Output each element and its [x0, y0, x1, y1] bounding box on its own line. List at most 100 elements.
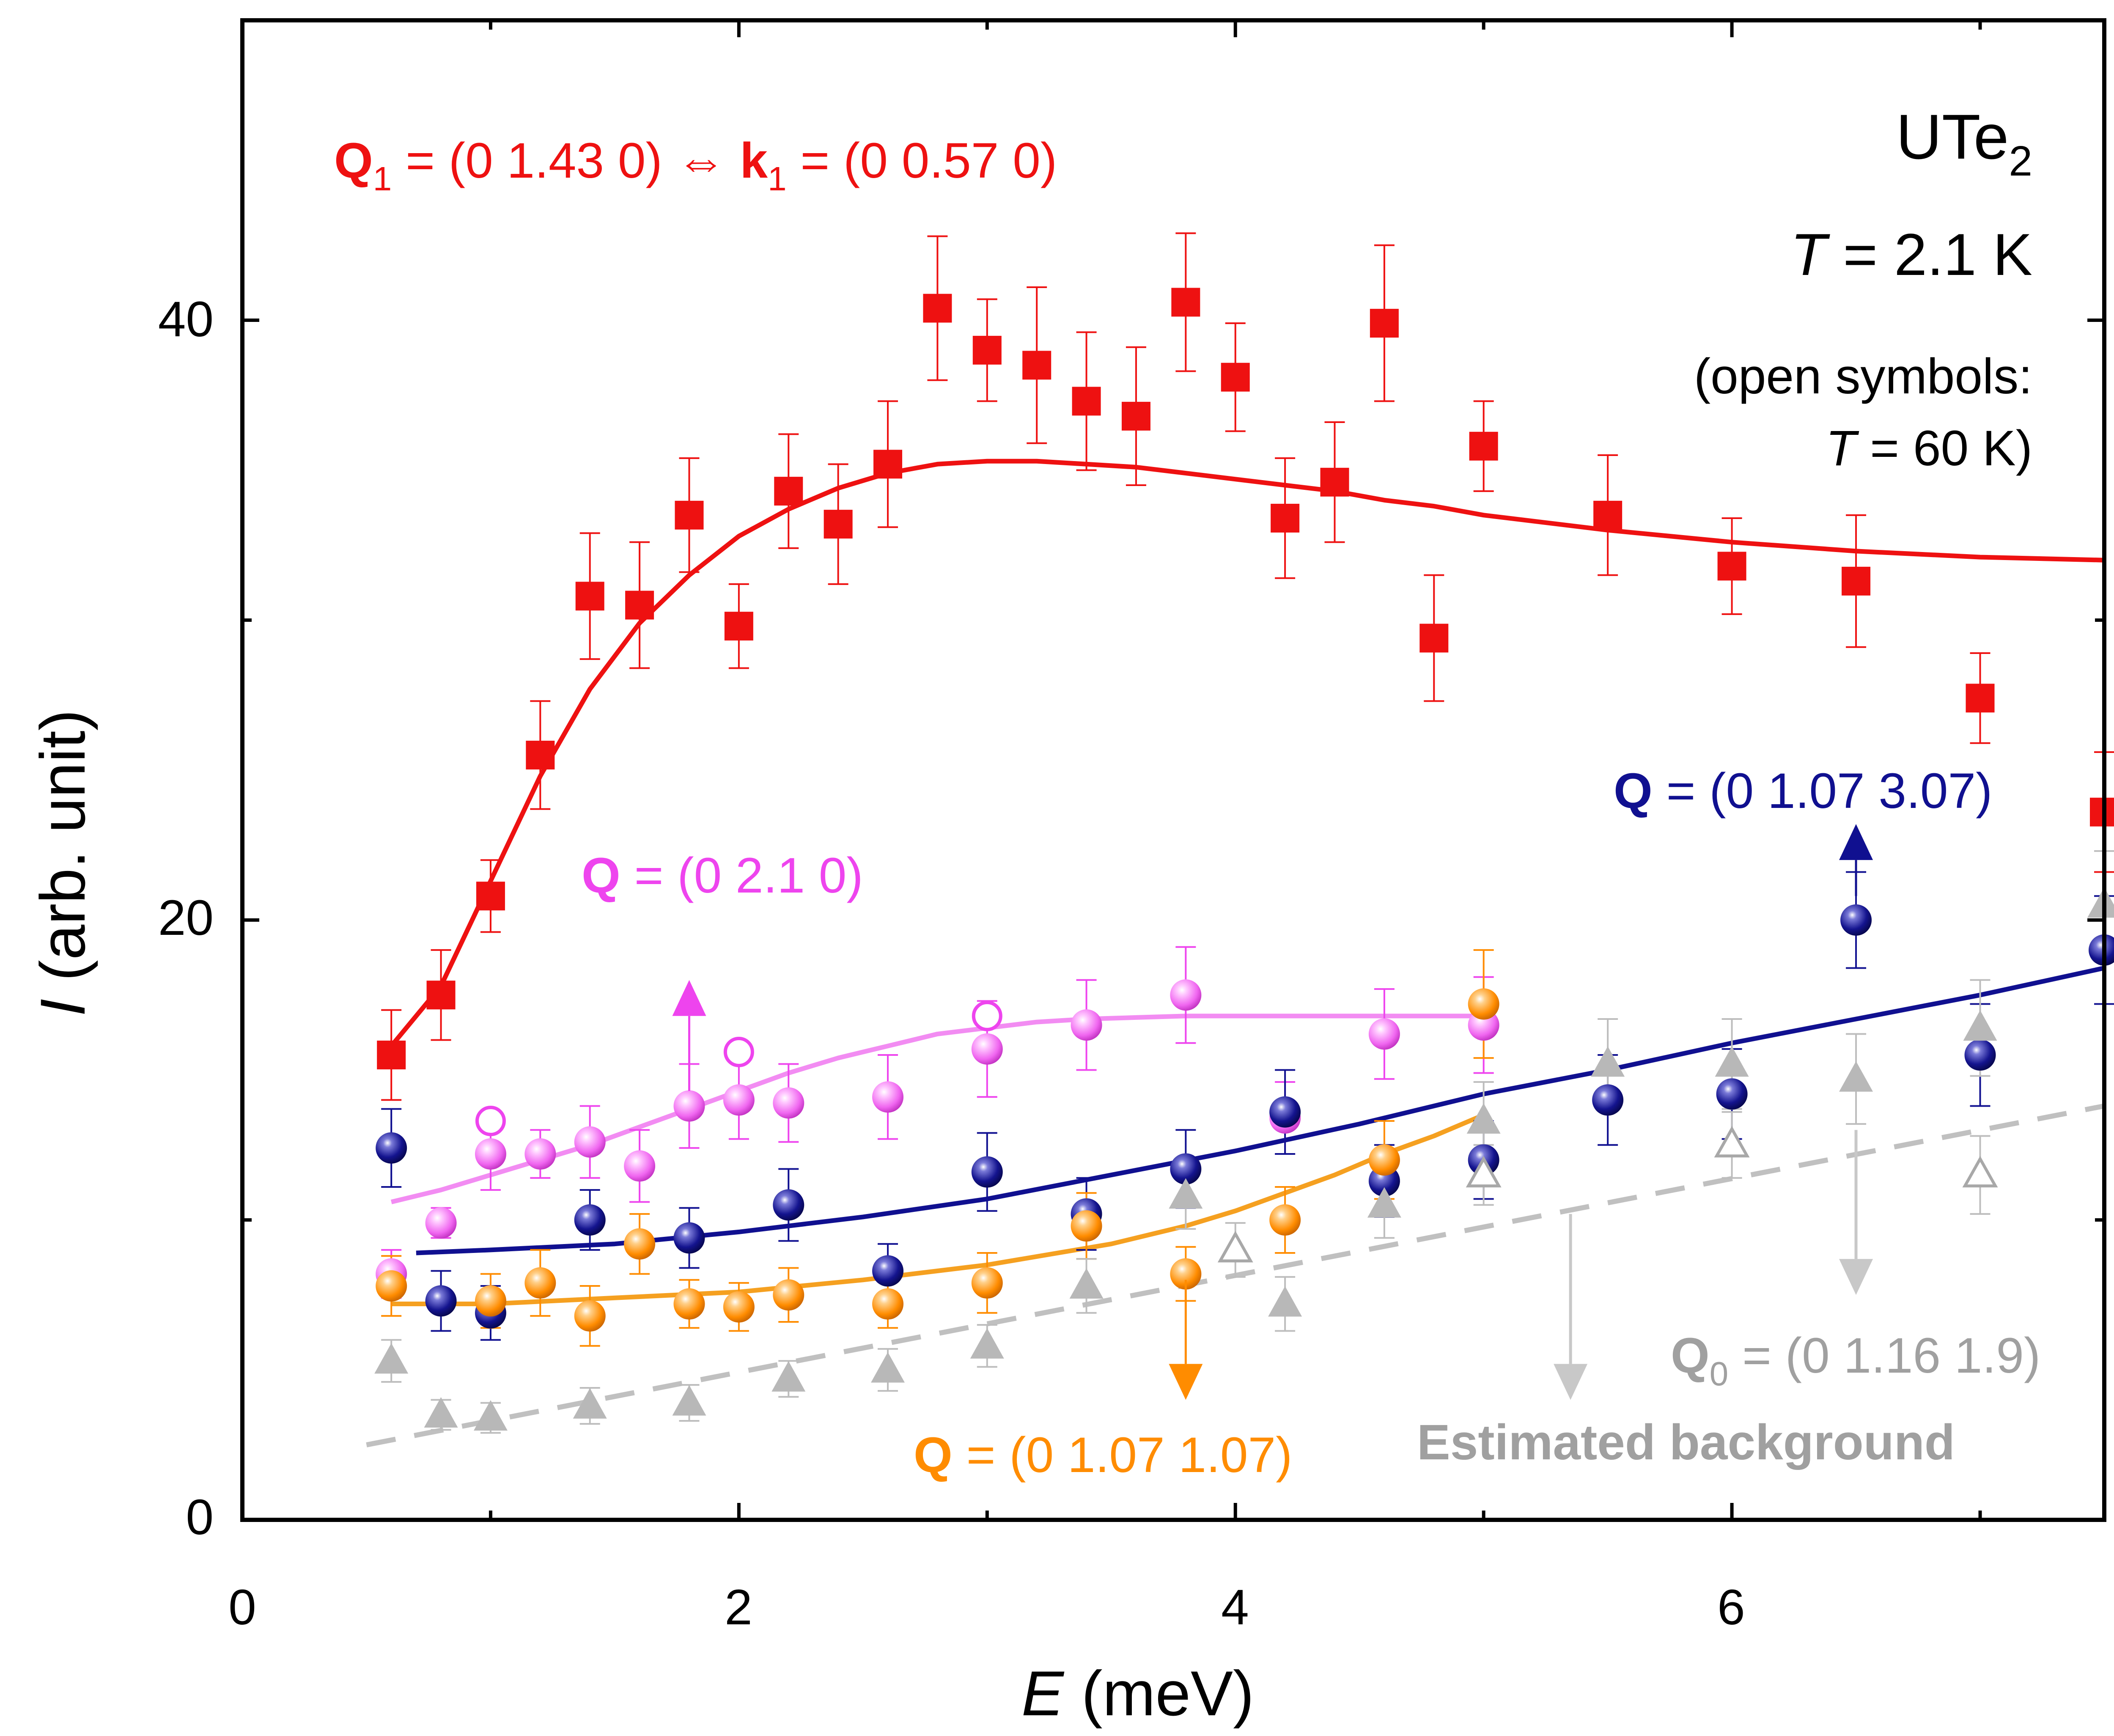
- arrow-head: [1839, 1259, 1873, 1295]
- data-point-q1: [1370, 309, 1399, 338]
- data-point-q0: [1069, 1268, 1104, 1299]
- tick-labels: 0 2 4 6 0 20 40: [158, 291, 1745, 1635]
- open-note-value: = 60 K): [1856, 420, 2032, 476]
- q0-value: = (0 1.16 1.9): [1728, 1328, 2040, 1384]
- y-tick-label: 20: [158, 890, 214, 946]
- fit-curve-series-1: [390, 1014, 1484, 1204]
- q-1071-value: = (0 1.07 1.07): [953, 1427, 1293, 1483]
- open-point-series-1: [475, 1106, 506, 1137]
- data-point-q0: [871, 1352, 905, 1383]
- data-point-series-3: [624, 1228, 656, 1260]
- data-point-q0: [1591, 1046, 1625, 1077]
- data-point-q1: [1121, 401, 1150, 431]
- data-point-q1: [724, 612, 753, 641]
- legend-label-q0: Q0 = (0 1.16 1.9): [1671, 1328, 2040, 1393]
- data-point-series-3: [673, 1288, 705, 1320]
- data-point-series-1: [872, 1081, 904, 1113]
- q1-symbol: Q: [334, 133, 373, 189]
- y-axis-unit: (arb. unit): [27, 709, 98, 999]
- sample-base: UTe: [1896, 101, 2009, 172]
- data-point-q0: [1169, 1178, 1203, 1209]
- data-point-series-3: [971, 1267, 1003, 1299]
- y-axis-symbol: I: [27, 999, 98, 1016]
- legend-label-q1: Q1 = (0 1.43 0) ⇔ k1 = (0 0.57 0): [334, 133, 1057, 198]
- data-point-series-2: [1592, 1084, 1624, 1116]
- data-point-q1: [526, 741, 555, 770]
- data-point-q1: [1072, 387, 1101, 416]
- data-point-series-1: [624, 1150, 656, 1182]
- fit-curve-series-0: [389, 459, 2105, 1048]
- data-point-q0: [374, 1343, 409, 1374]
- data-point-q0: [2087, 887, 2114, 918]
- data-point-series-2: [1716, 1078, 1748, 1110]
- data-point-series-2: [1840, 904, 1872, 936]
- data-point-q1: [377, 1041, 406, 1070]
- y-tick-label: 40: [158, 291, 214, 347]
- k1-symbol: k: [726, 133, 768, 189]
- data-point-q1: [1271, 503, 1300, 533]
- open-symbols-note-line2: T = 60 K): [1826, 420, 2032, 476]
- data-point-series-3: [872, 1288, 904, 1320]
- data-point-q0: [1839, 1061, 1873, 1092]
- data-point-q0: [573, 1388, 607, 1419]
- data-point-series-3: [1468, 988, 1499, 1020]
- data-point-series-2: [376, 1132, 407, 1164]
- sample-label: UTe2: [1896, 101, 2032, 185]
- open-point-q0: [1714, 1126, 1750, 1158]
- data-point-series-1: [971, 1033, 1003, 1065]
- data-point-q1: [1593, 500, 1623, 530]
- data-point-series-2: [1170, 1153, 1202, 1185]
- data-point-q0: [970, 1328, 1004, 1359]
- x-tick-label: 0: [228, 1579, 256, 1635]
- data-point-series-1: [1170, 979, 1202, 1011]
- data-point-series-3: [773, 1279, 804, 1311]
- data-point-q0: [1715, 1046, 1749, 1077]
- data-point-series-3: [723, 1291, 755, 1323]
- data-point-series-3: [574, 1300, 606, 1332]
- arrow-head: [672, 980, 706, 1016]
- temperature-value: = 2.1 K: [1827, 221, 2032, 288]
- arrow-head: [1169, 1364, 1203, 1400]
- y-tick-label: 0: [186, 1489, 214, 1545]
- open-point-q0: [1466, 1156, 1502, 1188]
- data-point-q1: [1171, 288, 1200, 317]
- data-point-series-1: [773, 1087, 804, 1119]
- data-point-q0: [1963, 1010, 1997, 1041]
- x-tick-label: 2: [725, 1579, 752, 1635]
- data-point-series-2: [773, 1189, 804, 1221]
- data-point-series-2: [2089, 934, 2114, 966]
- q-1073-value: = (0 1.07 3.07): [1653, 763, 1993, 819]
- data-point-q0: [473, 1400, 508, 1431]
- q-021-value: = (0 2.1 0): [620, 848, 863, 904]
- data-point-series-2: [1964, 1039, 1996, 1071]
- data-point-q0: [1268, 1286, 1302, 1317]
- x-axis-unit: (meV): [1064, 1658, 1254, 1729]
- data-point-series-2: [1269, 1096, 1301, 1128]
- data-point-series-2: [574, 1204, 606, 1236]
- data-point-q0: [424, 1397, 458, 1428]
- data-point-q1: [1717, 552, 1746, 581]
- legend-label-q-021: Q = (0 2.1 0): [582, 848, 863, 904]
- q-1073-symbol: Q: [1614, 763, 1653, 819]
- data-point-series-1: [723, 1084, 755, 1116]
- data-point-series-2: [425, 1285, 457, 1317]
- temperature-symbol: T: [1790, 221, 1830, 288]
- legend-label-q-1073: Q = (0 1.07 3.07): [1614, 763, 1992, 819]
- data-point-series-1: [673, 1090, 705, 1122]
- data-point-q1: [1221, 363, 1250, 392]
- data-point-q1: [2090, 797, 2114, 827]
- q0-sub: 0: [1710, 1355, 1729, 1393]
- q-021-symbol: Q: [582, 848, 620, 904]
- data-point-series-3: [1269, 1204, 1301, 1236]
- data-point-series-1: [524, 1138, 556, 1170]
- data-point-series-3: [376, 1270, 407, 1302]
- data-point-series-3: [1071, 1210, 1102, 1242]
- data-point-series-2: [971, 1156, 1003, 1188]
- x-tick-label: 6: [1717, 1579, 1745, 1635]
- data-point-series-1: [1368, 1018, 1400, 1050]
- y-axis-label: I (arb. unit): [27, 709, 98, 1016]
- data-markers: [374, 288, 2114, 1431]
- data-point-q1: [972, 335, 1002, 365]
- background-label: Estimated background: [1417, 1415, 1955, 1470]
